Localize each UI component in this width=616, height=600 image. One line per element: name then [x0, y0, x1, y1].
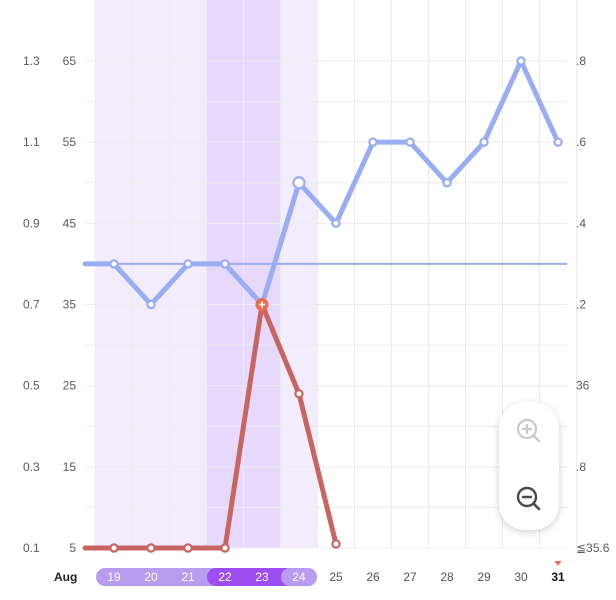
x-tick-label: 21	[181, 570, 195, 584]
series-line-1	[82, 58, 561, 307]
data-point	[331, 218, 341, 229]
data-point	[442, 178, 452, 188]
y-tick-label-right: .2	[576, 298, 586, 312]
x-axis-month-label: Aug	[54, 570, 77, 584]
y-tick-label-left-2: 15	[63, 460, 77, 474]
data-point	[331, 539, 341, 549]
y-tick-label-left-1: 1.1	[23, 135, 40, 149]
y-tick-label-left-2: 5	[69, 541, 76, 555]
data-point	[292, 176, 306, 190]
data-point	[109, 259, 119, 269]
date-range-pill-end	[281, 568, 317, 586]
x-tick-label: 27	[403, 570, 417, 584]
data-point	[405, 137, 415, 147]
x-tick-label: 24	[292, 570, 306, 584]
data-point	[553, 137, 563, 147]
y-tick-label-right: ≦35.6	[576, 541, 610, 555]
x-tick-label: 19	[107, 570, 121, 584]
zoom-out-button[interactable]	[514, 484, 544, 514]
y-tick-label-left-2: 55	[63, 135, 77, 149]
x-tick-label: 23	[255, 570, 269, 584]
x-tick-label: 31	[551, 570, 565, 584]
zoom-in-icon	[516, 418, 541, 443]
data-point	[294, 389, 304, 399]
today-marker	[554, 561, 562, 566]
data-point	[109, 543, 119, 553]
zoom-out-icon	[516, 486, 541, 511]
zoom-controls	[499, 402, 559, 530]
series-line-2	[82, 302, 339, 551]
y-tick-label-left-1: 0.9	[23, 216, 40, 230]
zoom-in-button[interactable]	[514, 416, 544, 446]
x-tick-label: 20	[144, 570, 158, 584]
y-tick-label-left-1: 0.5	[23, 379, 40, 393]
y-tick-label-left-1: 1.3	[23, 54, 40, 68]
data-point	[183, 259, 193, 269]
date-range-pill-dark	[207, 568, 295, 586]
x-tick-label: 28	[440, 570, 454, 584]
y-tick-label-left-2: 35	[63, 298, 77, 312]
x-tick-label: 22	[218, 570, 232, 584]
x-tick-label: 26	[366, 570, 380, 584]
data-point	[183, 543, 193, 553]
data-point	[220, 543, 230, 553]
data-point	[368, 137, 378, 147]
y-tick-label-right: .8	[576, 54, 586, 68]
y-tick-label-right: .4	[576, 216, 586, 230]
y-tick-label-left-2: 65	[63, 54, 77, 68]
y-tick-label-left-1: 0.3	[23, 460, 40, 474]
y-tick-label-right: 36	[576, 379, 590, 393]
y-tick-label-left-1: 0.1	[23, 541, 40, 555]
y-tick-label-left-2: 45	[63, 216, 77, 230]
data-point	[146, 543, 156, 553]
data-point	[146, 299, 156, 310]
y-tick-label-left-1: 0.7	[23, 298, 40, 312]
data-point	[516, 56, 526, 66]
x-tick-label: 25	[329, 570, 343, 584]
x-tick-label: 29	[477, 570, 491, 584]
y-tick-label-left-2: 25	[63, 379, 77, 393]
data-point	[479, 137, 489, 147]
y-tick-label-right: .6	[576, 135, 586, 149]
y-tick-label-right: .8	[576, 460, 586, 474]
data-point	[220, 259, 230, 269]
x-tick-label: 30	[514, 570, 528, 584]
